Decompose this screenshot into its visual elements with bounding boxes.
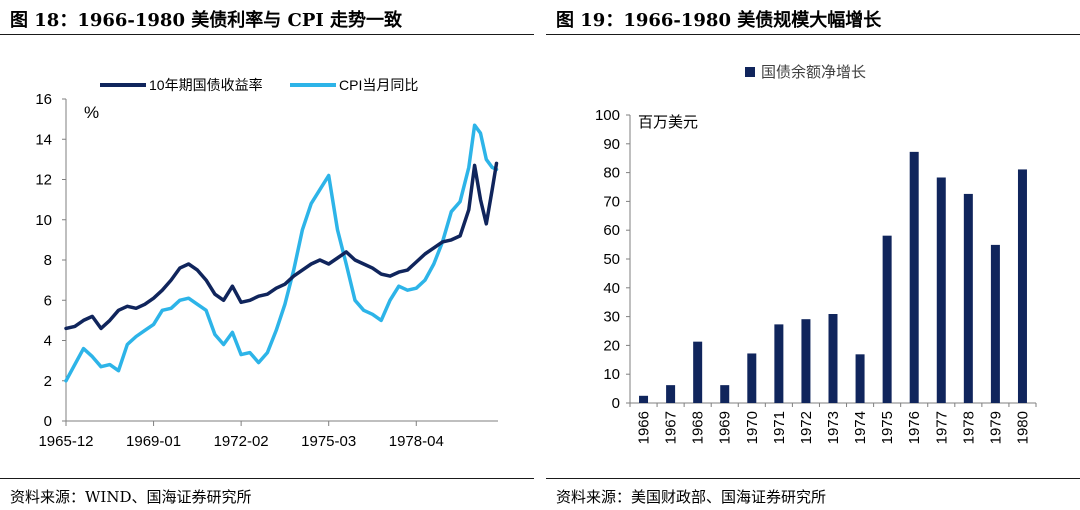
line-chart-axes: 0 2 4 6 8 10 12 14 16 1965-12 1969-01 1972-02 1975-0… (35, 91, 498, 450)
y-tick-label: 100 (595, 107, 620, 124)
line-chart-series (64, 123, 499, 383)
x-tick-label: 1972-02 (214, 433, 269, 450)
x-tick-label: 1969 (717, 411, 734, 444)
x-tick-label: 1977 (933, 411, 950, 444)
x-tick-label: 1976 (906, 411, 923, 444)
x-tick-label: 1967 (663, 411, 680, 444)
y-tick-label: 10 (603, 366, 620, 383)
y-tick-label: 8 (44, 252, 52, 269)
bar-1977 (936, 177, 946, 403)
legend-swatch-net-growth (745, 67, 755, 77)
y-tick-label: 6 (44, 292, 52, 309)
bar-1970 (747, 353, 757, 403)
y-unit-label: 百万美元 (638, 114, 698, 131)
x-tick-label: 1975-03 (301, 433, 356, 450)
y-tick-label: 90 (603, 136, 620, 153)
y-tick-label: 40 (603, 280, 620, 297)
series-line-10y-yield (64, 161, 499, 331)
y-tick-label: 20 (603, 337, 620, 354)
x-tick-label: 1974 (852, 411, 869, 444)
y-tick-label: 70 (603, 193, 620, 210)
y-tick-label: 14 (35, 131, 52, 148)
bar-chart: 国债余额净增长 百万美元 0 10 20 30 40 50 60 70 80 90 100 1966 1… (595, 63, 1037, 444)
y-tick-label: 10 (35, 212, 52, 229)
y-tick-label: 4 (44, 333, 52, 350)
left-figure: 图 18：1966-1980 美债利率与 CPI 走势一致 10年期国债收益率 … (0, 0, 534, 510)
y-tick-label: 30 (603, 309, 620, 326)
bar-1975 (882, 235, 892, 403)
x-tick-label: 1980 (1014, 411, 1031, 444)
left-source-rule (0, 478, 534, 479)
x-tick-label: 1965-12 (38, 433, 93, 450)
legend-label-cpi: CPI当月同比 (339, 77, 418, 93)
y-tick-label: 16 (35, 91, 52, 108)
x-tick-label: 1970 (744, 411, 761, 444)
bar-1966 (639, 395, 649, 403)
bar-chart-bars (639, 151, 1027, 403)
bar-1976 (909, 151, 919, 403)
right-figure: 图 19：1966-1980 美债规模大幅增长 国债余额净增长 百万美元 0 10… (546, 0, 1080, 510)
bar-1968 (693, 341, 703, 403)
y-tick-label: 0 (612, 395, 620, 412)
x-tick-label: 1972 (798, 411, 815, 444)
line-chart-legend: 10年期国债收益率 CPI当月同比 (100, 77, 418, 93)
x-tick-label: 1971 (771, 411, 788, 444)
y-tick-label: 60 (603, 222, 620, 239)
legend-label-net-growth: 国债余额净增长 (761, 63, 866, 81)
bar-1972 (801, 319, 811, 403)
bar-1971 (774, 324, 784, 403)
bar-1974 (855, 354, 865, 403)
bar-1980 (1017, 169, 1027, 403)
x-tick-label: 1966 (636, 411, 653, 444)
right-source-rule (546, 478, 1080, 479)
x-tick-label: 1979 (987, 411, 1004, 444)
x-tick-label: 1978 (960, 411, 977, 444)
y-tick-label: 0 (44, 413, 52, 430)
y-tick-label: 12 (35, 172, 52, 189)
right-title-rule (546, 34, 1080, 35)
right-figure-title: 图 19：1966-1980 美债规模大幅增长 (556, 10, 882, 31)
bar-1978 (963, 193, 973, 403)
bar-1969 (720, 385, 730, 403)
y-tick-label: 80 (603, 165, 620, 182)
line-chart: 10年期国债收益率 CPI当月同比 % 0 2 4 6 8 10 12 14 16 1965-12… (35, 77, 499, 450)
y-tick-label: 50 (603, 251, 620, 268)
x-tick-label: 1969-01 (126, 433, 181, 450)
x-tick-label: 1978-04 (389, 433, 444, 450)
bar-1967 (666, 385, 676, 403)
left-source-note: 资料来源：WIND、国海证券研究所 (10, 488, 252, 506)
x-tick-label: 1975 (879, 411, 896, 444)
bar-chart-legend: 国债余额净增长 (745, 63, 866, 81)
x-tick-label: 1968 (690, 411, 707, 444)
bar-chart-axes: 0 10 20 30 40 50 60 70 80 90 100 1966 1967 1968 1969 19… (595, 107, 1037, 444)
series-line-cpi (64, 123, 499, 383)
left-figure-title: 图 18：1966-1980 美债利率与 CPI 走势一致 (10, 10, 403, 31)
x-tick-label: 1973 (825, 411, 842, 444)
bar-1973 (828, 314, 838, 403)
right-source-note: 资料来源：美国财政部、国海证券研究所 (556, 488, 827, 506)
y-tick-label: 2 (44, 373, 52, 390)
bar-1979 (990, 244, 1000, 403)
y-unit-label: % (84, 103, 99, 122)
legend-label-yield: 10年期国债收益率 (149, 77, 263, 93)
left-title-rule (0, 34, 534, 35)
